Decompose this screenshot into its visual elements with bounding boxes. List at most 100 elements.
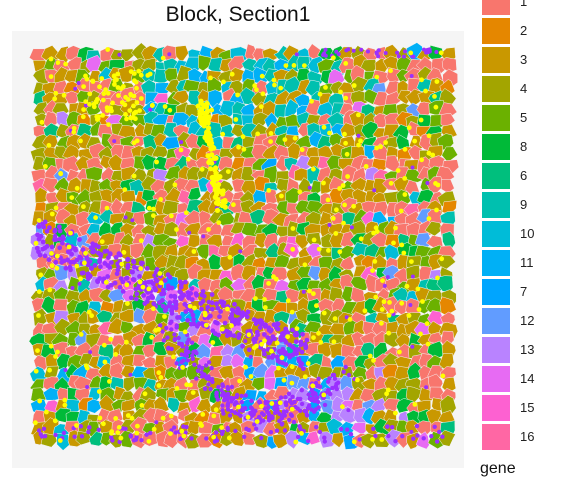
purple-spot bbox=[303, 409, 309, 414]
yellow-spot bbox=[209, 160, 215, 166]
purple-spot bbox=[102, 249, 108, 254]
purple-spot bbox=[316, 405, 321, 410]
purple-spot bbox=[203, 363, 209, 368]
yellow-spot bbox=[276, 365, 281, 371]
legend-label-14: 14 bbox=[520, 371, 535, 386]
purple-spot bbox=[226, 329, 231, 335]
purple-spot bbox=[125, 256, 131, 262]
purple-spot bbox=[409, 74, 414, 78]
purple-spot bbox=[140, 260, 145, 266]
yellow-spot bbox=[243, 364, 249, 370]
purple-spot bbox=[117, 285, 123, 290]
legend-label-13: 13 bbox=[520, 342, 535, 357]
yellow-spot bbox=[395, 168, 401, 173]
purple-spot bbox=[267, 340, 272, 346]
purple-spot bbox=[184, 345, 189, 350]
purple-spot bbox=[218, 309, 224, 314]
yellow-spot bbox=[151, 426, 157, 432]
yellow-spot bbox=[373, 294, 379, 300]
cell bbox=[396, 89, 412, 105]
yellow-spot bbox=[240, 134, 246, 140]
purple-spot bbox=[217, 314, 222, 320]
yellow-spot bbox=[82, 260, 87, 266]
yellow-spot bbox=[80, 114, 86, 120]
yellow-spot bbox=[198, 421, 203, 427]
yellow-spot bbox=[205, 153, 211, 159]
yellow-spot bbox=[128, 91, 133, 97]
purple-spot bbox=[189, 436, 194, 441]
yellow-spot bbox=[124, 339, 129, 345]
purple-spot bbox=[77, 281, 82, 286]
purple-spot bbox=[41, 224, 47, 230]
yellow-spot bbox=[231, 202, 236, 208]
yellow-spot bbox=[262, 297, 267, 302]
yellow-spot bbox=[146, 205, 152, 211]
yellow-spot bbox=[53, 90, 59, 96]
purple-spot bbox=[222, 398, 227, 403]
yellow-spot bbox=[134, 138, 140, 144]
yellow-spot bbox=[125, 413, 131, 418]
yellow-spot bbox=[133, 109, 139, 115]
purple-spot bbox=[300, 331, 305, 337]
purple-spot bbox=[200, 365, 205, 371]
plot-panel bbox=[12, 31, 464, 468]
purple-spot bbox=[228, 395, 234, 401]
yellow-spot bbox=[118, 86, 124, 91]
yellow-spot bbox=[290, 246, 296, 252]
purple-spot bbox=[422, 47, 426, 52]
purple-spot bbox=[257, 416, 262, 421]
purple-spot bbox=[172, 425, 177, 430]
yellow-spot bbox=[356, 112, 361, 118]
yellow-spot bbox=[78, 138, 83, 144]
yellow-spot bbox=[293, 439, 299, 445]
purple-spot bbox=[266, 354, 271, 360]
purple-spot bbox=[307, 185, 312, 190]
yellow-spot bbox=[419, 77, 424, 83]
yellow-spot bbox=[388, 180, 394, 186]
yellow-spot bbox=[332, 316, 338, 321]
purple-spot bbox=[328, 391, 333, 397]
yellow-spot bbox=[424, 321, 430, 327]
purple-spot bbox=[276, 349, 282, 354]
yellow-spot bbox=[123, 112, 128, 117]
purple-spot bbox=[315, 395, 320, 400]
yellow-spot bbox=[309, 98, 314, 104]
yellow-spot bbox=[149, 334, 155, 340]
yellow-spot bbox=[278, 85, 284, 91]
purple-spot bbox=[289, 413, 295, 418]
purple-spot bbox=[220, 408, 225, 413]
legend-label-16: 16 bbox=[520, 429, 535, 444]
yellow-spot bbox=[289, 364, 295, 370]
purple-spot bbox=[301, 366, 306, 372]
yellow-spot bbox=[86, 309, 92, 315]
yellow-spot bbox=[237, 378, 243, 384]
yellow-spot bbox=[55, 349, 60, 355]
yellow-spot bbox=[321, 310, 327, 316]
yellow-spot bbox=[91, 101, 97, 107]
purple-spot bbox=[63, 368, 68, 372]
yellow-spot bbox=[289, 380, 295, 386]
yellow-spot bbox=[351, 203, 356, 209]
legend-label-15: 15 bbox=[520, 400, 535, 415]
yellow-spot bbox=[345, 174, 350, 179]
purple-spot bbox=[183, 309, 189, 314]
legend-label-12: 12 bbox=[520, 313, 535, 328]
purple-spot bbox=[283, 395, 288, 400]
yellow-spot bbox=[190, 390, 196, 395]
legend-key-8 bbox=[482, 134, 510, 160]
purple-spot bbox=[117, 252, 123, 258]
yellow-spot bbox=[137, 279, 143, 285]
legend-label-10: 10 bbox=[520, 226, 535, 241]
purple-spot bbox=[348, 432, 354, 437]
purple-spot bbox=[250, 413, 255, 418]
purple-spot bbox=[220, 429, 225, 434]
yellow-spot bbox=[291, 63, 297, 68]
legend-key-16 bbox=[482, 424, 510, 450]
yellow-spot bbox=[137, 108, 142, 113]
yellow-spot bbox=[212, 187, 218, 193]
yellow-spot bbox=[211, 145, 217, 151]
purple-spot bbox=[109, 282, 114, 288]
purple-spot bbox=[421, 436, 426, 441]
purple-spot bbox=[280, 413, 285, 418]
yellow-spot bbox=[317, 91, 323, 97]
